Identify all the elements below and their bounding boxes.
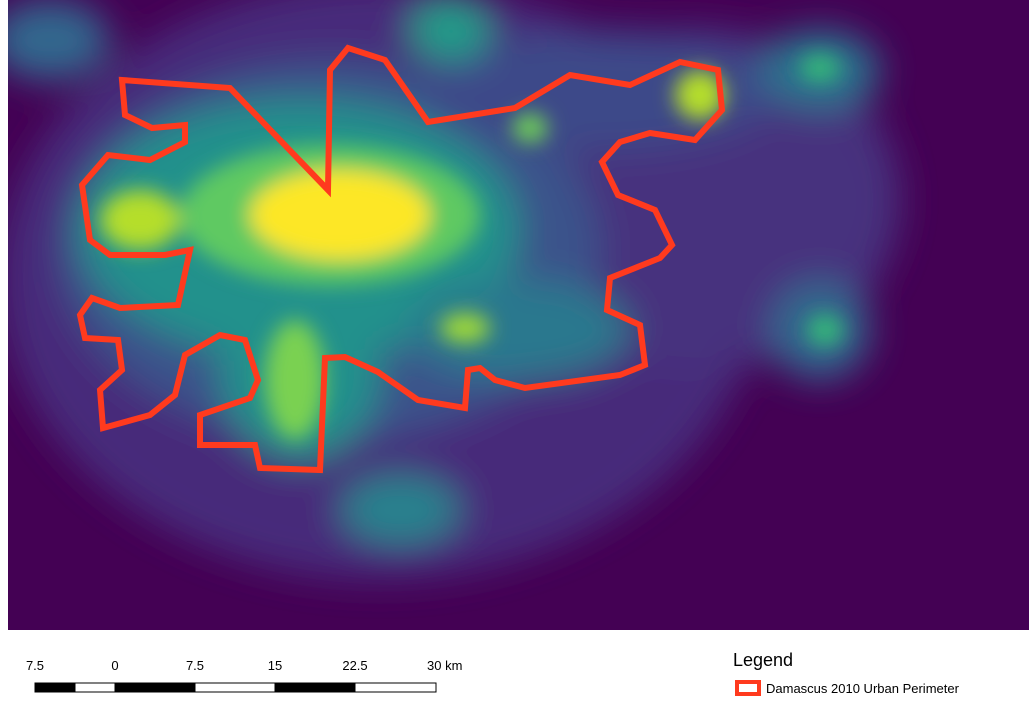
legend: Legend Damascus 2010 Urban Perimeter <box>733 650 960 696</box>
scale-segment <box>34 682 76 693</box>
legend-swatch <box>735 680 761 696</box>
scale-label: 7.5 <box>26 658 44 673</box>
scale-segment <box>354 682 437 693</box>
scale-segment <box>114 682 196 693</box>
urban-perimeter <box>76 44 726 474</box>
scale-segment <box>194 682 276 693</box>
legend-label: Damascus 2010 Urban Perimeter <box>766 681 960 696</box>
legend-title: Legend <box>733 650 793 670</box>
scale-bar: 7.5 0 7.5 15 22.5 30 km <box>26 658 462 693</box>
scale-label: 7.5 <box>186 658 204 673</box>
scale-segment <box>74 682 116 693</box>
scale-label: 0 <box>111 658 118 673</box>
scale-label: 15 <box>268 658 282 673</box>
raster <box>8 0 1029 630</box>
scale-label: 30 km <box>427 658 462 673</box>
scale-segment <box>274 682 356 693</box>
scale-label: 22.5 <box>342 658 367 673</box>
